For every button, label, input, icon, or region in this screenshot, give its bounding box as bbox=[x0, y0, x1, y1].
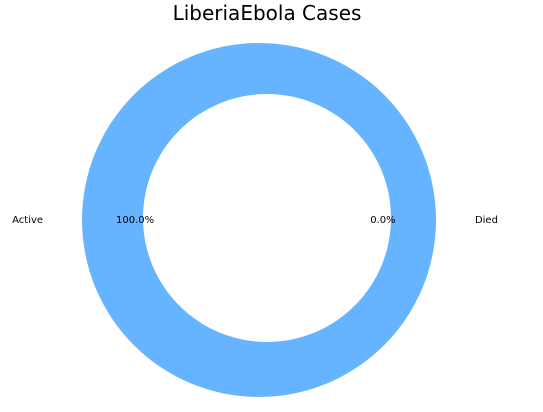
donut-hole bbox=[143, 94, 391, 342]
labels-group: Active 100.0% Died 0.0% bbox=[12, 215, 498, 226]
slice-label-died: Died bbox=[475, 215, 498, 226]
chart-title: LiberiaEbola Cases bbox=[173, 1, 362, 25]
slice-label-active: Active bbox=[12, 215, 43, 226]
percent-label-active: 100.0% bbox=[116, 215, 154, 226]
percent-label-died: 0.0% bbox=[370, 215, 395, 226]
